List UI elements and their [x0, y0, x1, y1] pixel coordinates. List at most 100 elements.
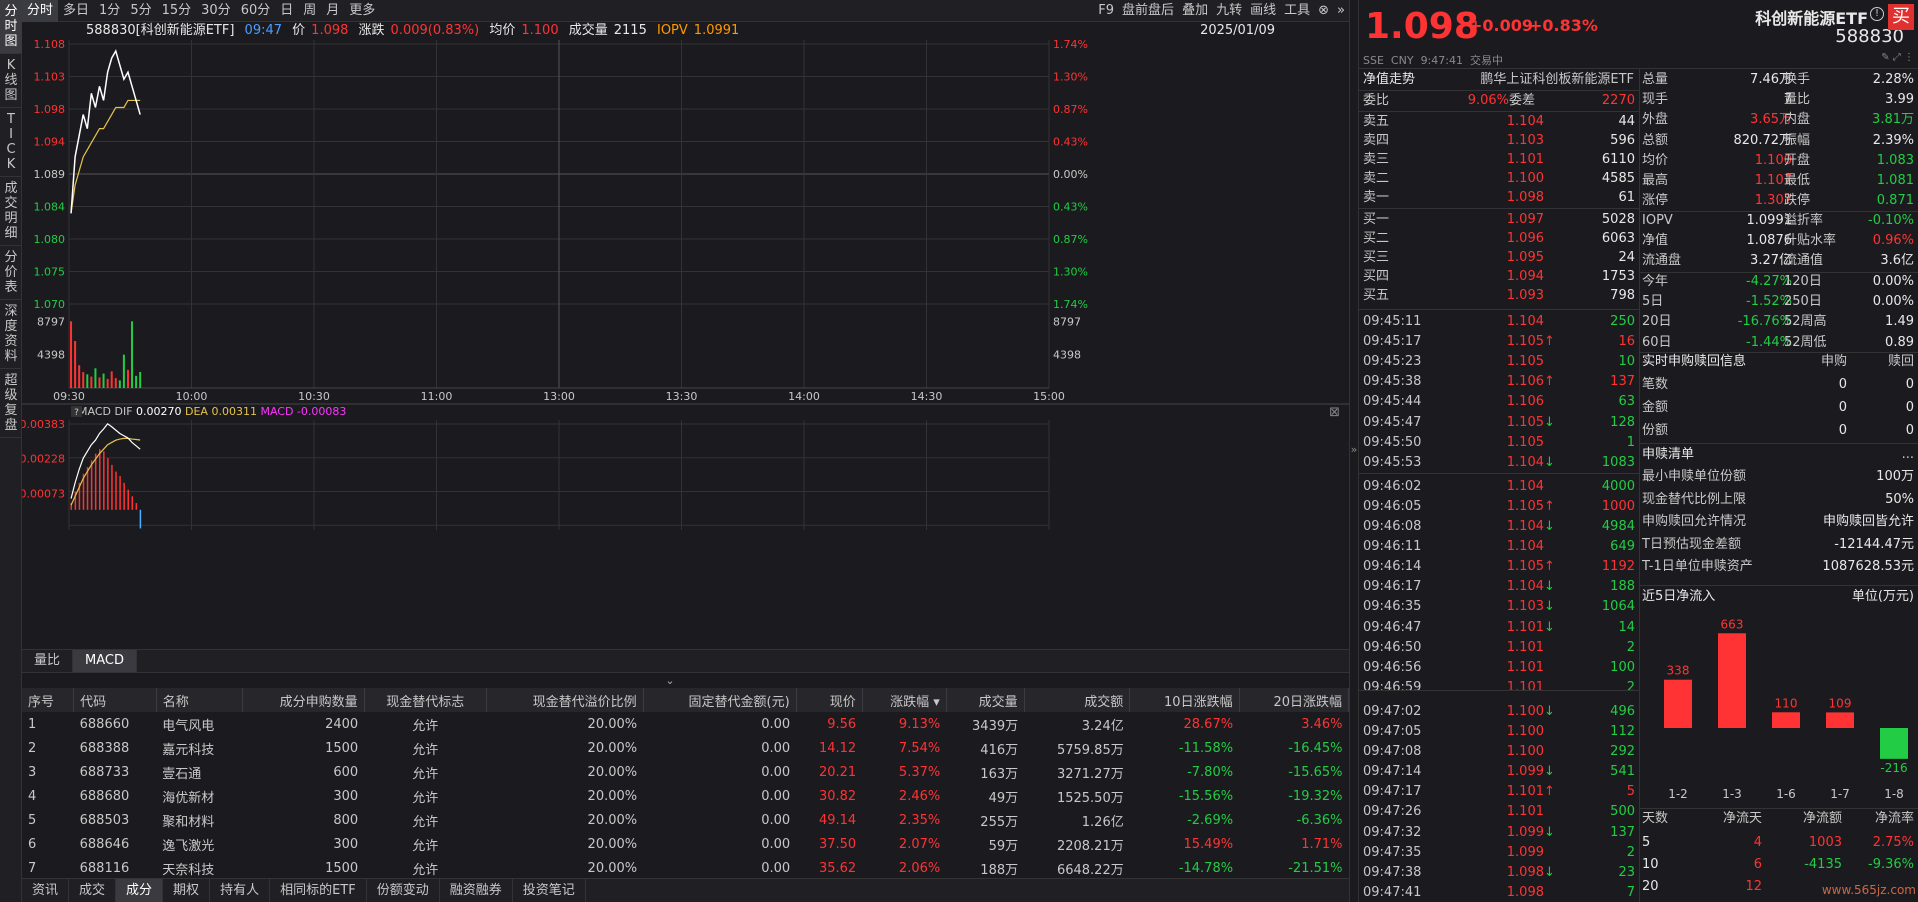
info-vol: 2115	[613, 23, 647, 38]
left-tab-5[interactable]: 深度资料	[0, 300, 22, 369]
macd-help-icon[interactable]: ?	[74, 408, 79, 418]
intraday-chart[interactable]: 1.108 1.103 1.098 1.094 1.089 1.084 1.080 1.075…	[22, 40, 1349, 649]
time-tick-label: 11:00	[421, 390, 453, 403]
bottom-tab-2[interactable]: 成分	[116, 879, 164, 902]
bottom-tab-5[interactable]: 相同标的ETF	[270, 879, 367, 902]
expand-icon[interactable]: ⌄	[665, 674, 675, 687]
tick-volume: 1083	[1601, 454, 1635, 470]
col-header-12[interactable]: 20日涨跌幅	[1239, 688, 1350, 712]
bottom-tab-0[interactable]: 资讯	[22, 879, 70, 902]
collapse-icon[interactable]: »	[1337, 3, 1345, 18]
tool-1[interactable]: 盘前盘后	[1122, 3, 1175, 18]
tick-volume: 2	[1626, 639, 1635, 655]
period-tab-4[interactable]: 15分	[161, 3, 192, 18]
indicator-tab-1[interactable]: MACD	[73, 650, 137, 672]
table-cell: 3.24亿	[1081, 718, 1124, 734]
indicator-tab-0[interactable]: 量比	[22, 650, 74, 672]
tick-time: 09:46:08	[1363, 519, 1422, 534]
table-row[interactable]: 4 688680 海优新材 300 允许 20.00% 0.00 30.82 2.46% 49万 1…	[22, 784, 1349, 808]
bid-price: 1.097	[1506, 212, 1544, 227]
col-header-9[interactable]: 成交量	[946, 688, 1025, 712]
purchase-value: 100万	[1876, 469, 1914, 484]
period-tab-6[interactable]: 60分	[240, 3, 271, 18]
realtime-title: 实时申购赎回信息	[1642, 354, 1747, 369]
tick-time: 09:45:50	[1363, 434, 1422, 450]
left-tab-char: K	[6, 157, 16, 172]
bid-volume: 6063	[1601, 231, 1635, 246]
period-label: 52周低	[1784, 334, 1827, 350]
table-row[interactable]: 5 688503 聚和材料 800 允许 20.00% 0.00 49.14 2.35% 255万…	[22, 808, 1349, 832]
col-header-11[interactable]: 10日涨跌幅	[1129, 688, 1240, 712]
period-tab-0[interactable]: 分时	[22, 0, 59, 22]
buy-button[interactable]: 买	[1888, 4, 1914, 30]
period-tab-1[interactable]: 多日	[63, 3, 90, 18]
close-icon[interactable]: ⊗	[1318, 3, 1330, 18]
tool-4[interactable]: 画线	[1250, 3, 1277, 18]
weicha-label: 委差	[1509, 93, 1536, 108]
edit-icons[interactable]: ✎ ⤢ ⋮	[1881, 52, 1914, 63]
bottom-tab-1[interactable]: 成交	[69, 879, 117, 902]
volume-bar	[82, 372, 85, 388]
period-value: -16.76%	[1737, 314, 1792, 330]
period-tab-7[interactable]: 日	[280, 3, 294, 18]
col-header-2[interactable]: 名称	[156, 688, 243, 712]
period-tab-2[interactable]: 1分	[99, 3, 121, 18]
left-tab-0[interactable]: 分时图	[0, 0, 22, 54]
table-row[interactable]: 1 688660 电气风电 2400 允许 20.00% 0.00 9.56 9.13% 3439…	[22, 712, 1349, 736]
col-header-7[interactable]: 现价	[796, 688, 863, 712]
period-tab-8[interactable]: 周	[303, 3, 317, 18]
flow-unit: 单位(万元)	[1851, 589, 1914, 604]
tick-time: 09:46:17	[1363, 579, 1422, 595]
left-tab-4[interactable]: 分价表	[0, 246, 22, 300]
period-tab-3[interactable]: 5分	[130, 3, 152, 18]
panel-divider[interactable]: »	[1349, 0, 1359, 902]
tick-volume: 1064	[1601, 599, 1635, 615]
bottom-tab-7[interactable]: 融资融券	[440, 879, 513, 902]
purchase-value: 50%	[1885, 491, 1914, 507]
col-header-1[interactable]: 代码	[73, 688, 157, 712]
left-tab-3[interactable]: 成交明细	[0, 177, 22, 246]
period-tab-10[interactable]: 更多	[349, 3, 376, 18]
period-tab-9[interactable]: 月	[326, 3, 340, 18]
left-tab-char: 级	[4, 388, 18, 403]
left-tab-char: 料	[4, 349, 18, 364]
bottom-tab-8[interactable]: 投资笔记	[513, 879, 586, 902]
col-header-0[interactable]: 序号	[22, 688, 75, 712]
expand-right-icon[interactable]: »	[1350, 443, 1358, 456]
bottom-tab-6[interactable]: 份额变动	[367, 879, 440, 902]
tool-0[interactable]: F9	[1098, 3, 1115, 18]
table-cell: 1.26亿	[1081, 814, 1124, 830]
left-tab-6[interactable]: 超级复盘	[0, 369, 22, 438]
stat-value: 1.107	[1754, 173, 1792, 188]
table-row[interactable]: 6 688646 逸飞激光 300 允许 20.00% 0.00 37.50 2.07% 59万 2…	[22, 832, 1349, 856]
pct-tick-label: 0.43%	[1053, 135, 1088, 148]
col-header-5[interactable]: 现金替代溢价比例	[486, 688, 644, 712]
table-cell: 0.00	[761, 812, 791, 828]
table-row[interactable]: 7 688116 天奈科技 1500 允许 20.00% 0.00 35.62 2.06% 188…	[22, 856, 1349, 880]
tool-2[interactable]: 叠加	[1182, 3, 1209, 18]
tick-time: 09:47:26	[1363, 804, 1422, 820]
tick-price: 1.100	[1506, 703, 1544, 719]
col-header-4[interactable]: 现金替代标志	[364, 688, 487, 712]
tick-down-arrow-icon: ↓	[1544, 519, 1555, 534]
period-tab-5[interactable]: 30分	[201, 3, 231, 18]
col-header-8[interactable]: 涨跌幅 ▾	[862, 688, 947, 712]
tool-3[interactable]: 九转	[1216, 3, 1243, 18]
bid-volume: 24	[1618, 250, 1635, 265]
stock-code-name: 588830[科创新能源ETF]	[86, 23, 235, 38]
bottom-tab-4[interactable]: 持有人	[210, 879, 271, 902]
table-row[interactable]: 2 688388 嘉元科技 1500 允许 20.00% 0.00 14.12 7.54% 416…	[22, 736, 1349, 760]
macd-help-box[interactable]	[71, 406, 82, 417]
period-value: -1.52%	[1746, 294, 1792, 310]
table-row[interactable]: 3 688733 壹石通 600 允许 20.00% 0.00 20.21 5.37% 163万 3…	[22, 760, 1349, 784]
tool-5[interactable]: 工具	[1284, 3, 1311, 18]
col-header-10[interactable]: 成交额	[1024, 688, 1131, 712]
macd-close-icon[interactable]: ⊠	[1329, 405, 1340, 420]
table-cell: 2400	[325, 716, 359, 732]
info-icon[interactable]: !	[1870, 7, 1884, 21]
col-header-3[interactable]: 成分申购数量	[242, 688, 365, 712]
col-header-6[interactable]: 固定替代金额(元)	[643, 688, 797, 712]
bottom-tab-3[interactable]: 期权	[163, 879, 211, 902]
